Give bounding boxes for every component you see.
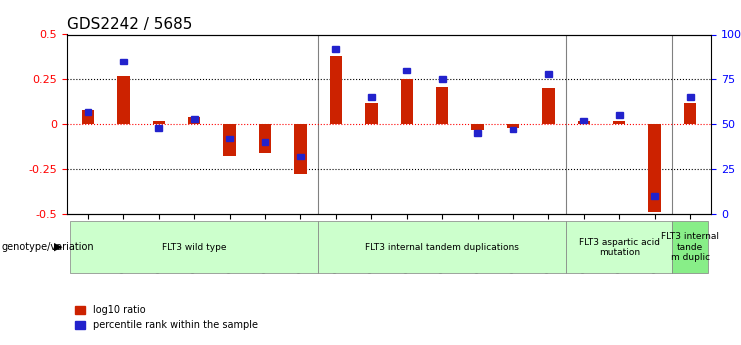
Bar: [616, 112, 622, 118]
Bar: [542, 88, 554, 124]
Text: FLT3 internal
tande
m duplic: FLT3 internal tande m duplic: [661, 233, 719, 262]
Bar: [82, 110, 94, 124]
Bar: [153, 121, 165, 124]
Bar: [84, 109, 91, 115]
Bar: [368, 95, 375, 100]
Bar: [471, 124, 484, 130]
Text: ▶: ▶: [54, 242, 62, 252]
Bar: [474, 130, 481, 136]
Bar: [651, 193, 658, 199]
Bar: [190, 116, 198, 122]
Bar: [117, 76, 130, 124]
Bar: [294, 124, 307, 175]
Bar: [403, 68, 411, 73]
Bar: [684, 103, 697, 124]
Text: FLT3 internal tandem duplications: FLT3 internal tandem duplications: [365, 243, 519, 252]
Bar: [439, 77, 445, 82]
FancyBboxPatch shape: [672, 221, 708, 273]
Bar: [156, 125, 162, 131]
Bar: [262, 139, 268, 145]
Bar: [259, 124, 271, 153]
Bar: [224, 124, 236, 157]
Bar: [188, 117, 200, 124]
Bar: [687, 95, 694, 100]
Legend: log10 ratio, percentile rank within the sample: log10 ratio, percentile rank within the …: [72, 302, 262, 334]
Bar: [330, 56, 342, 124]
Bar: [507, 124, 519, 128]
Bar: [580, 118, 588, 124]
Text: genotype/variation: genotype/variation: [1, 242, 94, 252]
Bar: [401, 79, 413, 124]
Bar: [578, 121, 590, 124]
Text: GDS2242 / 5685: GDS2242 / 5685: [67, 17, 192, 32]
Bar: [226, 136, 233, 141]
Bar: [297, 154, 304, 159]
FancyBboxPatch shape: [318, 221, 566, 273]
Bar: [120, 59, 127, 64]
FancyBboxPatch shape: [566, 221, 672, 273]
Bar: [333, 46, 339, 52]
Text: FLT3 aspartic acid
mutation: FLT3 aspartic acid mutation: [579, 238, 659, 257]
Bar: [648, 124, 661, 212]
Bar: [436, 87, 448, 124]
FancyBboxPatch shape: [70, 221, 318, 273]
Text: FLT3 wild type: FLT3 wild type: [162, 243, 227, 252]
Bar: [613, 121, 625, 124]
Bar: [545, 71, 552, 77]
Bar: [510, 127, 516, 132]
Bar: [365, 103, 377, 124]
